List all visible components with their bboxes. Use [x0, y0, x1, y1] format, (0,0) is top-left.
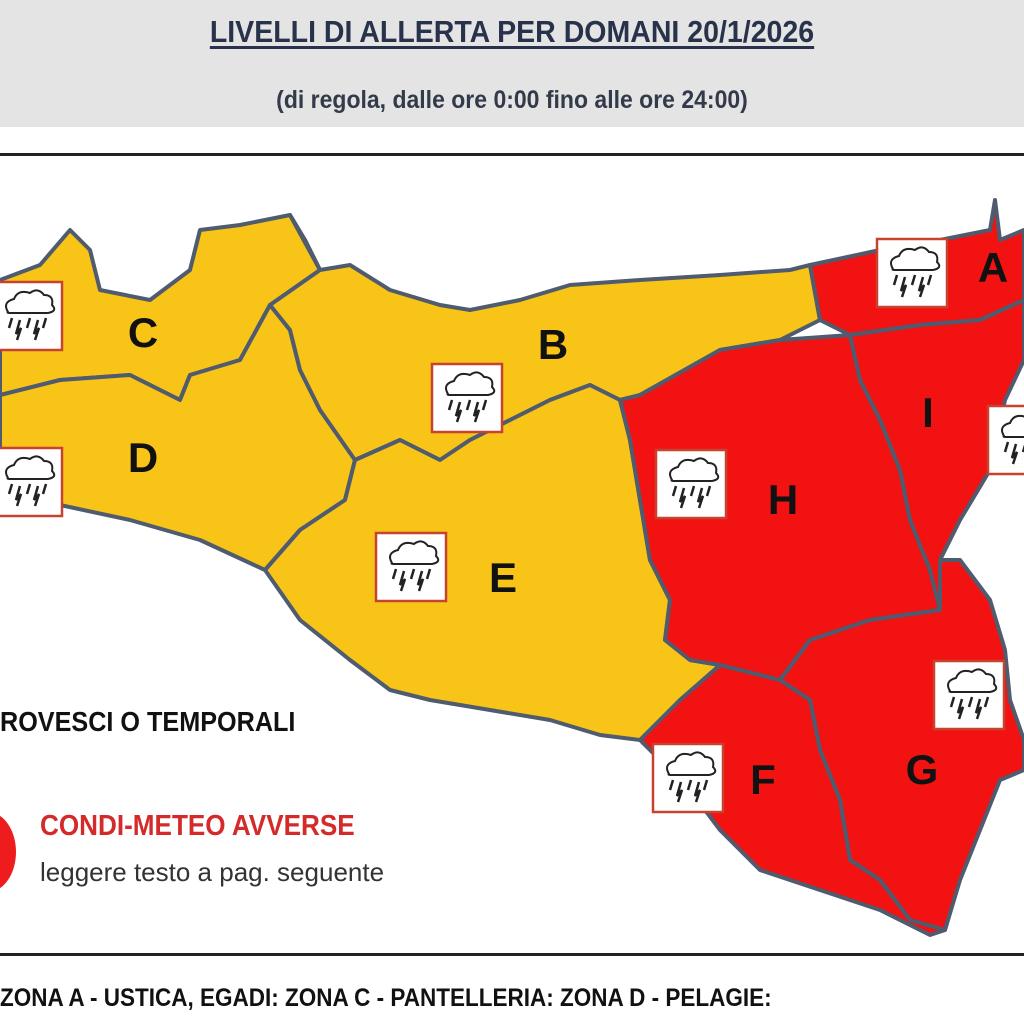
zone-i[interactable]: [848, 298, 1024, 612]
header-band: LIVELLI DI ALLERTA PER DOMANI 20/1/2026 …: [0, 0, 1024, 127]
page-subtitle: (di regola, dalle ore 0:00 fino alle ore…: [276, 86, 748, 114]
zone-label-c: C: [127, 309, 159, 356]
legend-storm-label: ROVESCI O TEMPORALI: [0, 706, 296, 737]
thunderstorm-icon: [654, 448, 728, 520]
zone-label-g: G: [905, 746, 939, 793]
page-title: LIVELLI DI ALLERTA PER DOMANI 20/1/2026: [209, 14, 815, 49]
thunderstorm-icon: [0, 280, 64, 352]
zone-label-f: F: [750, 756, 776, 803]
legend-adverse-label: CONDI-METEO AVVERSE: [40, 810, 355, 842]
legend-adverse-note: leggere testo a pag. seguente: [40, 857, 385, 887]
zone-label-h: H: [767, 476, 799, 523]
zone-label-e: E: [488, 554, 518, 601]
thunderstorm-icon: [430, 362, 504, 434]
thunderstorm-icon: [986, 404, 1024, 476]
zone-label-a: A: [977, 244, 1009, 291]
thunderstorm-icon: [651, 742, 725, 814]
zone-label-i: I: [922, 389, 934, 436]
zone-label-d: D: [127, 434, 159, 481]
bottom-divider: [0, 953, 1024, 956]
zone-f[interactable]: [638, 663, 947, 937]
zone-label-b: B: [537, 321, 569, 368]
legend-red-dot: [0, 812, 16, 892]
thunderstorm-icon: [0, 446, 64, 518]
thunderstorm-icon: [875, 237, 949, 309]
footer-islands-text: ZONA A - USTICA, EGADI: ZONA C - PANTELL…: [0, 984, 772, 1012]
thunderstorm-icon: [932, 659, 1006, 731]
thunderstorm-icon: [374, 531, 448, 603]
top-divider: [0, 153, 1024, 156]
